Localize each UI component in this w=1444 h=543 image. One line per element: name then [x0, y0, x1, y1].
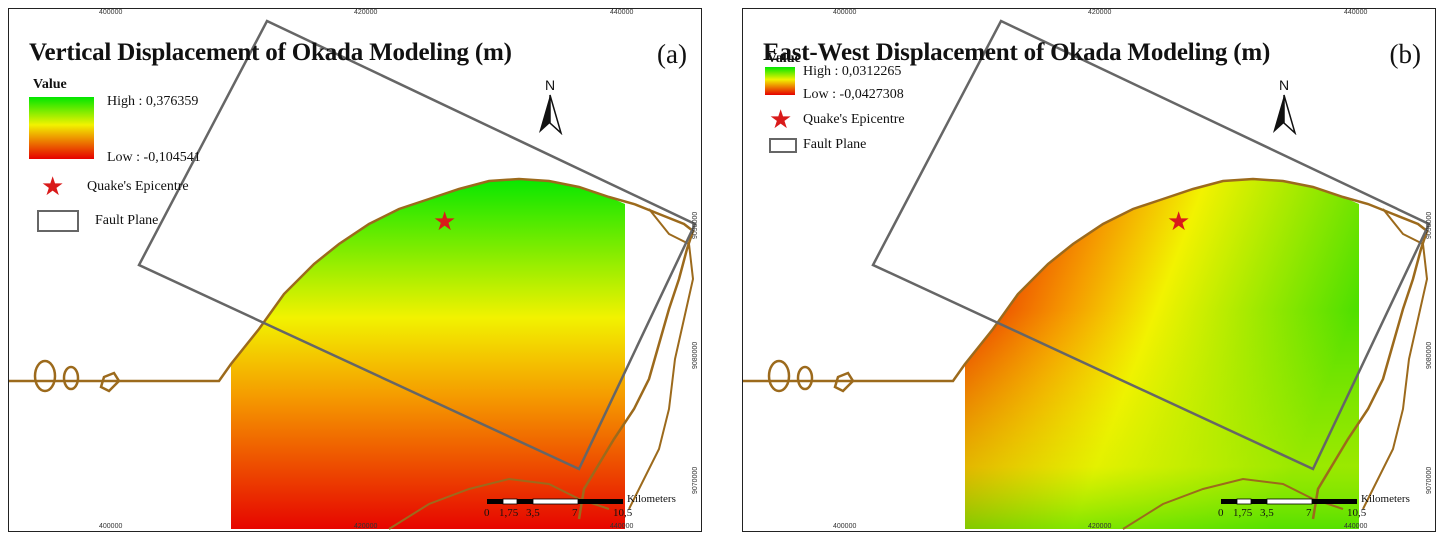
island	[33, 359, 57, 393]
island	[833, 371, 855, 393]
map-canvas-east-west	[743, 19, 1431, 530]
north-arrow-icon: N	[1269, 77, 1299, 140]
scale-label: 1,75	[499, 507, 519, 519]
x-tick-bottom: 400000	[833, 523, 857, 530]
legend-heading: Value	[767, 51, 801, 66]
y-tick: 9080000	[1426, 341, 1433, 369]
x-tick-top: 420000	[354, 9, 378, 16]
north-label: N	[1278, 77, 1290, 93]
scale-label: 10,5	[1347, 507, 1367, 519]
x-tick-top: 400000	[833, 9, 857, 16]
scale-unit: Kilometers	[1361, 493, 1410, 505]
legend-color-ramp	[29, 97, 94, 159]
scale-unit: Kilometers	[627, 493, 676, 505]
y-tick: 9090000	[692, 211, 699, 239]
legend-high: High : 0,0312265	[803, 64, 902, 79]
coastline-east	[628, 208, 695, 510]
island	[99, 371, 121, 393]
scale-bar	[487, 498, 623, 505]
epicentre-star-icon: ★	[1167, 207, 1191, 236]
map-title: Vertical Displacement of Okada Modeling …	[29, 39, 512, 66]
fault-plane	[137, 19, 697, 471]
x-tick-top: 440000	[1344, 9, 1368, 16]
legend-fault: Fault Plane	[95, 213, 159, 228]
x-tick-bottom: 440000	[610, 523, 634, 530]
legend-heading: Value	[33, 77, 67, 92]
scale-label: 0	[484, 507, 490, 519]
legend-epicentre: Quake's Epicentre	[87, 179, 189, 194]
legend-fault: Fault Plane	[803, 137, 867, 152]
coastline	[9, 177, 695, 520]
y-tick: 9070000	[692, 466, 699, 494]
map-panel-east-west: East-West Displacement of Okada Modeling…	[742, 8, 1436, 532]
scale-label: 7	[572, 507, 578, 519]
panel-label: (b)	[1389, 39, 1421, 69]
x-tick-bottom: 440000	[1344, 523, 1368, 530]
island	[62, 365, 80, 391]
displacement-raster	[231, 179, 625, 529]
x-tick-bottom: 420000	[1088, 523, 1112, 530]
north-arrow-icon: N	[535, 77, 565, 140]
x-tick-top: 440000	[610, 9, 634, 16]
coastline	[743, 177, 1429, 520]
scale-label: 1,75	[1233, 507, 1253, 519]
coastline-east	[1362, 208, 1429, 510]
y-tick: 9080000	[692, 341, 699, 369]
map-panel-vertical: Vertical Displacement of Okada Modeling …	[8, 8, 702, 532]
y-tick: 9090000	[1426, 211, 1433, 239]
fault-plane-legend-icon	[769, 138, 797, 153]
epicentre-legend-star-icon: ★	[769, 105, 793, 134]
x-tick-bottom: 400000	[99, 523, 123, 530]
scale-label: 7	[1306, 507, 1312, 519]
map-title: East-West Displacement of Okada Modeling…	[763, 39, 1271, 66]
legend-epicentre: Quake's Epicentre	[803, 112, 905, 127]
epicentre-legend-star-icon: ★	[41, 172, 65, 201]
fault-plane	[871, 19, 1431, 471]
legend-low: Low : -0,104541	[107, 150, 201, 165]
island	[796, 365, 814, 391]
scale-label: 3,5	[526, 507, 540, 519]
x-tick-top: 420000	[1088, 9, 1112, 16]
legend-color-ramp	[765, 67, 795, 95]
scale-bar	[1221, 498, 1357, 505]
legend-low: Low : -0,0427308	[803, 87, 904, 102]
panel-label: (a)	[657, 39, 687, 69]
scale-label: 10,5	[613, 507, 633, 519]
north-label: N	[544, 77, 556, 93]
legend-high: High : 0,376359	[107, 94, 199, 109]
scale-label: 0	[1218, 507, 1224, 519]
y-tick: 9070000	[1426, 466, 1433, 494]
x-tick-top: 400000	[99, 9, 123, 16]
scale-label: 3,5	[1260, 507, 1274, 519]
fault-plane-legend-icon	[37, 210, 79, 232]
epicentre-star-icon: ★	[433, 207, 457, 236]
map-canvas-vertical	[9, 19, 697, 530]
x-tick-bottom: 420000	[354, 523, 378, 530]
island	[767, 359, 791, 393]
